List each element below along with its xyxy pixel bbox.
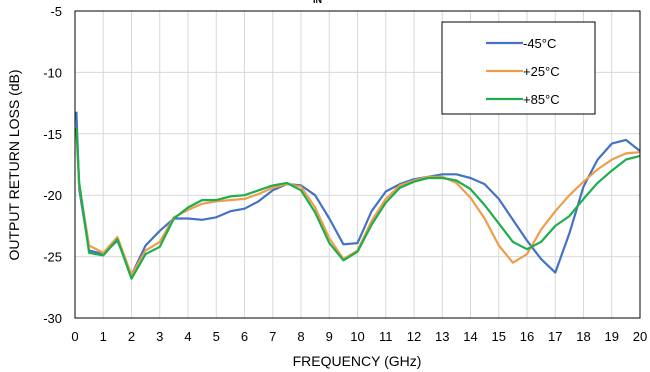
x-tick-label: 14 bbox=[463, 329, 477, 344]
x-tick-label: 6 bbox=[241, 329, 248, 344]
y-tick-label: -15 bbox=[43, 127, 62, 142]
x-tick-label: 7 bbox=[269, 329, 276, 344]
y-tick-label: -10 bbox=[43, 65, 62, 80]
x-tick-label: 2 bbox=[128, 329, 135, 344]
y-tick-label: -5 bbox=[50, 4, 62, 19]
y-tick-labels: -30 -25 -20 -15 -10 -5 bbox=[43, 4, 62, 326]
x-tick-label: 13 bbox=[435, 329, 449, 344]
x-tick-label: 18 bbox=[576, 329, 590, 344]
x-tick-label: 16 bbox=[520, 329, 534, 344]
x-tick-label: 3 bbox=[156, 329, 163, 344]
x-tick-label: 11 bbox=[379, 329, 393, 344]
x-tick-label: 15 bbox=[492, 329, 506, 344]
y-tick-label: -20 bbox=[43, 188, 62, 203]
series-group bbox=[75, 111, 641, 280]
x-tick-label: 12 bbox=[407, 329, 421, 344]
x-tick-label: 20 bbox=[633, 329, 647, 344]
legend: -45°C +25°C +85°C bbox=[441, 21, 596, 115]
x-tick-label: 19 bbox=[605, 329, 619, 344]
x-tick-label: 9 bbox=[326, 329, 333, 344]
title-fragment: IN bbox=[313, 0, 322, 5]
plot-border bbox=[74, 10, 641, 319]
legend-label-2: +25°C bbox=[523, 64, 560, 79]
series-line-3 bbox=[75, 127, 641, 280]
y-tick-label: -30 bbox=[43, 311, 62, 326]
x-tick-label: 1 bbox=[100, 329, 107, 344]
x-tick-label: 5 bbox=[213, 329, 220, 344]
series-line-1 bbox=[75, 111, 641, 277]
y-tick-label: -25 bbox=[43, 250, 62, 265]
x-tick-label: 17 bbox=[548, 329, 562, 344]
x-axis-title: FREQUENCY (GHz) bbox=[293, 353, 422, 369]
legend-box bbox=[441, 21, 596, 115]
x-tick-label: 10 bbox=[350, 329, 364, 344]
x-tick-labels: 0 1 2 3 4 5 6 7 8 9 10 11 12 13 14 15 16 17 18 19 20 bbox=[71, 329, 647, 344]
x-tick-label: 8 bbox=[297, 329, 304, 344]
legend-label-1: -45°C bbox=[523, 36, 556, 51]
x-tick-label: 4 bbox=[184, 329, 191, 344]
legend-label-3: +85°C bbox=[523, 92, 560, 107]
y-axis-title: OUTPUT RETURN LOSS (dB) bbox=[6, 69, 22, 260]
x-tick-label: 0 bbox=[71, 329, 78, 344]
